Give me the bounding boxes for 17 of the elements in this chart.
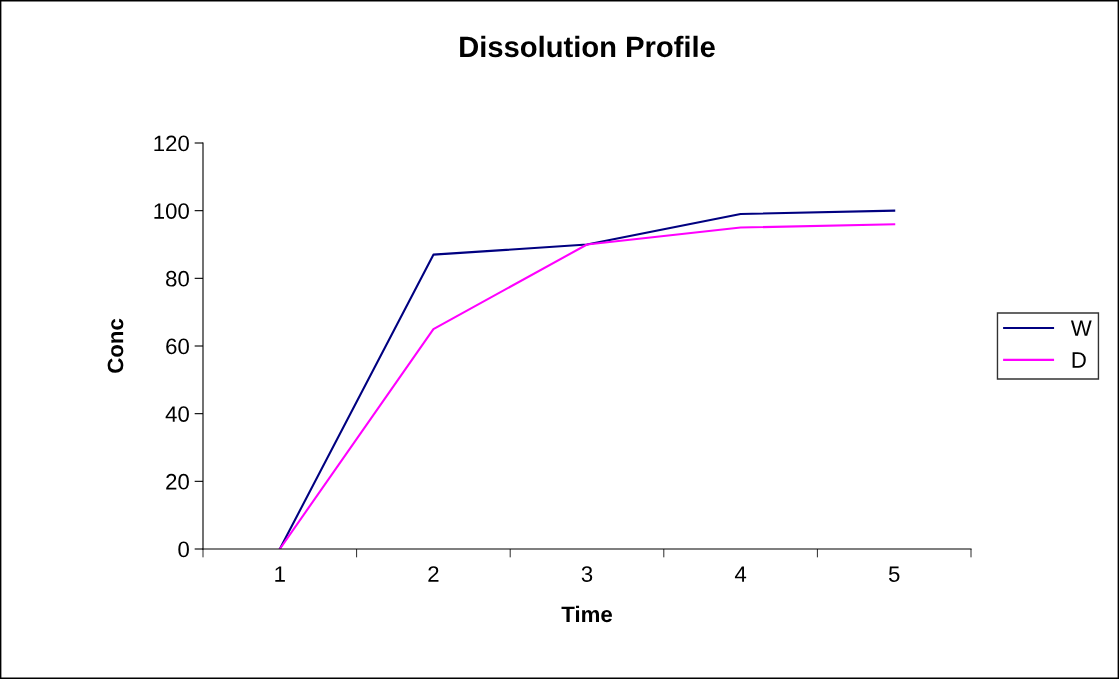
x-tick-label: 4 [734,566,747,582]
y-tick-label: 100 [154,203,189,219]
chart-title: Dissolution Profile [460,35,715,58]
y-tick-label: 20 [166,473,189,490]
y-tick-label: 40 [165,406,189,422]
x-axis-title: Time [561,605,612,623]
x-tick-label: 1 [275,566,285,582]
y-tick-label: 80 [166,270,189,287]
x-tick-label: 3 [581,566,593,582]
legend-label: D [1072,352,1086,368]
y-tick-label: 0 [178,541,189,558]
y-axis-title: Conc [107,318,124,373]
y-tick-label: 60 [166,338,189,355]
y-tick-label: 120 [154,135,189,152]
legend-label: W [1070,320,1092,336]
x-tick-label: 2 [428,566,439,582]
x-tick-label: 5 [888,566,900,582]
